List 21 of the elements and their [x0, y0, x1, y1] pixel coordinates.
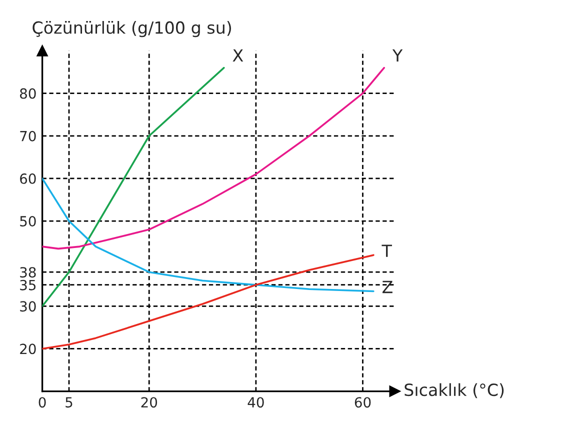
line-series: [42, 254, 374, 350]
line-series: [42, 66, 225, 308]
x-tick-label: 5: [66, 397, 72, 408]
series-label: Y: [392, 49, 403, 62]
y-tick-label: 50: [20, 216, 36, 226]
series-label: T: [382, 244, 392, 257]
y-tick-label: 20: [20, 344, 36, 354]
x-tick-label: 0: [38, 397, 46, 408]
series-label: X: [232, 49, 244, 62]
x-tick-label: 40: [248, 397, 264, 408]
y-tick-label: 70: [20, 130, 36, 142]
y-tick-label: 80: [20, 88, 36, 99]
y-tick-label: 38: [20, 267, 36, 278]
x-axis-title: Sıcaklık (°C): [404, 383, 504, 398]
line-series: [42, 178, 374, 292]
y-axis-title: Çözünürlük (g/100 g su): [32, 21, 231, 38]
y-tick-label: 30: [20, 301, 36, 312]
x-tick-label: 20: [141, 397, 158, 408]
x-tick-label: 60: [354, 397, 371, 408]
y-tick-label: 60: [20, 173, 36, 184]
y-tick-label: 35: [20, 280, 36, 290]
